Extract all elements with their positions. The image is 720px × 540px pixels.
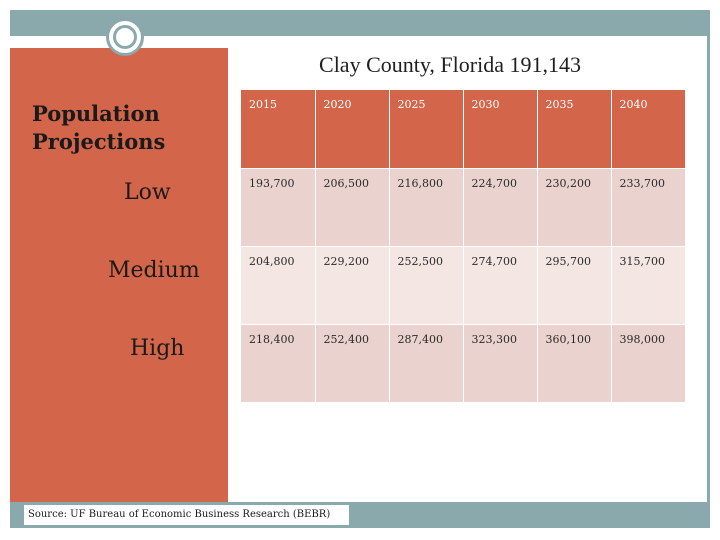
cell-high-2040: 398,000 xyxy=(611,324,686,403)
cell-medium-2030: 274,700 xyxy=(463,246,538,325)
cell-high-2025: 287,400 xyxy=(389,324,464,403)
table-row-medium: 204,800 229,200 252,500 274,700 295,700 … xyxy=(241,246,686,325)
year-header-row: 2015 2020 2025 2030 2035 2040 xyxy=(241,90,686,169)
cell-low-2015: 193,700 xyxy=(241,168,316,247)
year-header-2040: 2040 xyxy=(611,90,686,169)
year-header-2025: 2025 xyxy=(389,90,464,169)
bottom-band: Source: UF Bureau of Economic Business R… xyxy=(10,502,710,528)
heading-line-1: Population xyxy=(32,101,160,126)
year-header-2030: 2030 xyxy=(463,90,538,169)
table-row-high: 218,400 252,400 287,400 323,300 360,100 … xyxy=(241,324,686,403)
cell-low-2020: 206,500 xyxy=(315,168,390,247)
row-label-high: High xyxy=(130,336,185,361)
circle-logo-icon xyxy=(106,18,144,56)
cell-medium-2020: 229,200 xyxy=(315,246,390,325)
row-label-low: Low xyxy=(124,180,171,205)
heading-line-2: Projections xyxy=(32,129,166,154)
cell-low-2030: 224,700 xyxy=(463,168,538,247)
cell-high-2030: 323,300 xyxy=(463,324,538,403)
year-header-2020: 2020 xyxy=(315,90,390,169)
cell-medium-2015: 204,800 xyxy=(241,246,316,325)
year-header-2015: 2015 xyxy=(241,90,316,169)
cell-medium-2025: 252,500 xyxy=(389,246,464,325)
population-projections-heading: Population Projections xyxy=(32,100,165,156)
slide-title: Clay County, Florida 191,143 xyxy=(319,52,581,77)
projection-table: 2015 2020 2025 2030 2035 2040 193,700 20… xyxy=(241,90,686,403)
row-label-medium: Medium xyxy=(108,258,200,283)
right-rail xyxy=(707,36,710,504)
cell-low-2035: 230,200 xyxy=(537,168,612,247)
cell-high-2035: 360,100 xyxy=(537,324,612,403)
table-row-low: 193,700 206,500 216,800 224,700 230,200 … xyxy=(241,168,686,247)
cell-high-2015: 218,400 xyxy=(241,324,316,403)
source-note: Source: UF Bureau of Economic Business R… xyxy=(24,505,349,525)
cell-medium-2040: 315,700 xyxy=(611,246,686,325)
cell-low-2025: 216,800 xyxy=(389,168,464,247)
cell-medium-2035: 295,700 xyxy=(537,246,612,325)
cell-low-2040: 233,700 xyxy=(611,168,686,247)
cell-high-2020: 252,400 xyxy=(315,324,390,403)
year-header-2035: 2035 xyxy=(537,90,612,169)
left-panel xyxy=(10,48,228,502)
